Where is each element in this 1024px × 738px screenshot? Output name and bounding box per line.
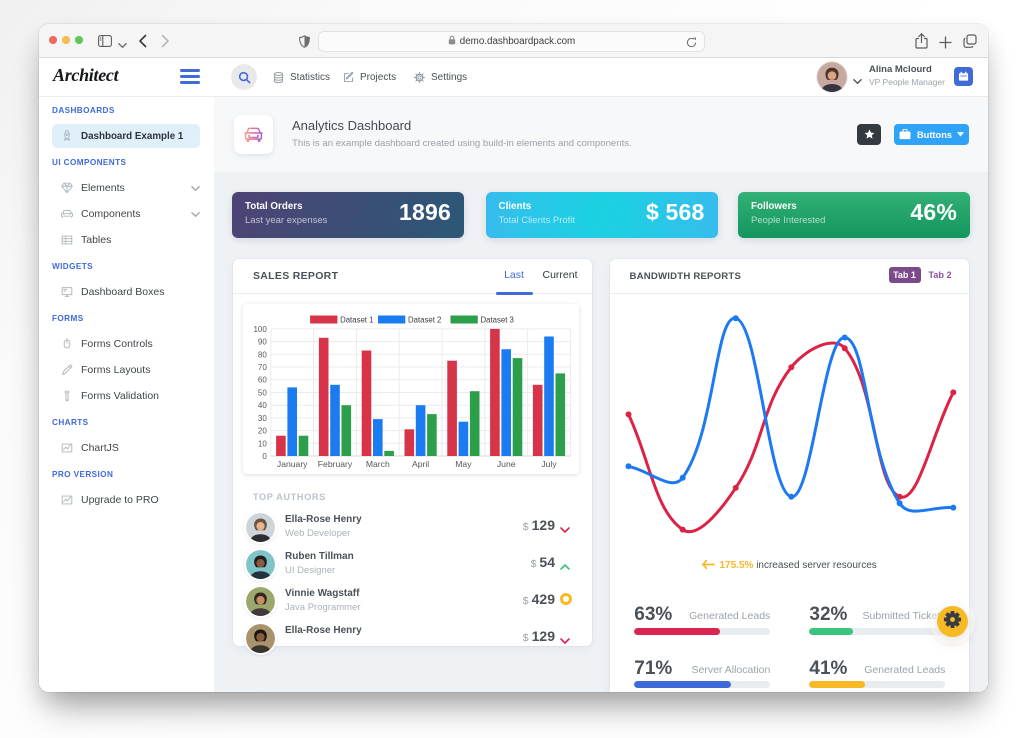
svg-text:100: 100 — [253, 324, 267, 333]
svg-text:Dataset 2: Dataset 2 — [408, 315, 441, 324]
svg-text:July: July — [541, 459, 557, 469]
svg-text:40: 40 — [258, 401, 267, 410]
svg-text:20: 20 — [258, 426, 267, 435]
svg-text:80: 80 — [258, 350, 267, 359]
svg-text:70: 70 — [258, 363, 267, 372]
svg-text:April: April — [412, 459, 429, 469]
svg-text:January: January — [277, 459, 308, 469]
svg-text:90: 90 — [258, 337, 267, 346]
svg-text:50: 50 — [258, 388, 267, 397]
svg-text:Dataset 3: Dataset 3 — [481, 315, 514, 324]
svg-text:0: 0 — [262, 452, 267, 461]
svg-text:May: May — [455, 459, 472, 469]
svg-text:60: 60 — [258, 375, 267, 384]
svg-text:June: June — [497, 459, 516, 469]
svg-text:10: 10 — [258, 439, 267, 448]
svg-text:February: February — [318, 459, 353, 469]
svg-text:Dataset 1: Dataset 1 — [340, 315, 373, 324]
svg-text:30: 30 — [258, 413, 267, 422]
svg-text:March: March — [366, 459, 390, 469]
